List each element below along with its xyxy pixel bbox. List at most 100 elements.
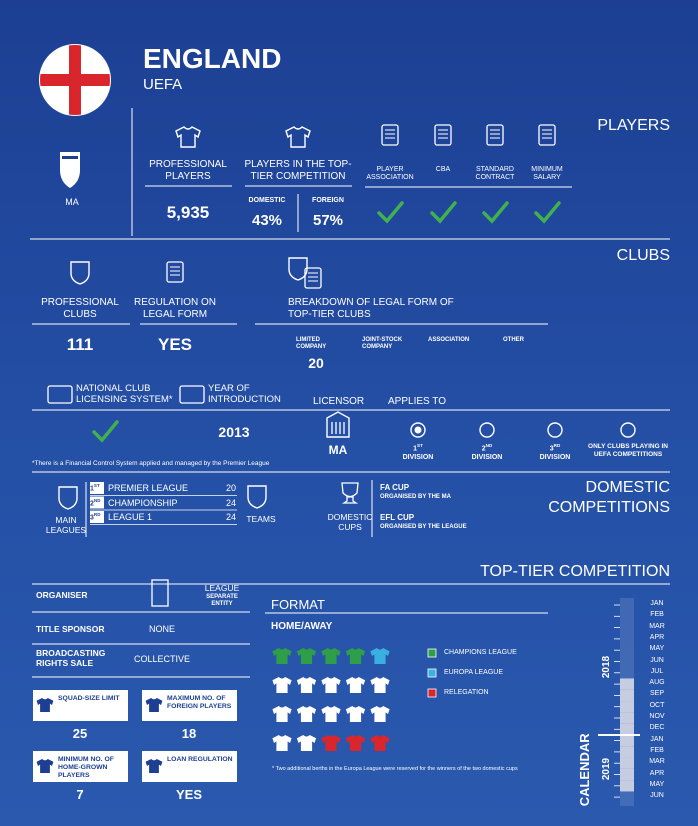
- text: 18: [181, 726, 197, 741]
- team-shirt: [370, 735, 390, 751]
- check-mark: [377, 201, 404, 224]
- team-shirt: [370, 677, 390, 693]
- text: CBA: [435, 166, 451, 173]
- section-title: TOP-TIER COMPETITION: [480, 563, 670, 580]
- text: LEAGUE: [204, 583, 240, 593]
- check-mark: [534, 201, 561, 224]
- organiser-icon: [151, 579, 169, 607]
- shirt-icon: [175, 126, 201, 148]
- text: ASSOCIATION: [428, 337, 470, 343]
- icon: [166, 261, 184, 283]
- team-shirt: [345, 706, 366, 722]
- team-shirt: [370, 648, 390, 664]
- text: MAY: [649, 780, 665, 788]
- text: 25: [72, 726, 88, 741]
- text: TITLE SPONSOR: [36, 624, 105, 634]
- legend-swatch: [427, 668, 437, 678]
- text: PREMIER LEAGUE: [108, 483, 189, 493]
- icon: [247, 485, 267, 509]
- text: NATIONAL CLUB LICENSING SYSTEM*: [76, 383, 173, 406]
- text: DEC: [649, 724, 665, 732]
- text: APPLIES TO: [388, 396, 446, 407]
- flag-cross: [40, 45, 110, 115]
- ordinal-label: 1ST: [90, 483, 106, 494]
- icon-outline: [341, 482, 359, 504]
- text: LIMITED COMPANY: [296, 337, 327, 351]
- icon: [47, 385, 73, 404]
- icon: [486, 124, 504, 146]
- team-shirt: [321, 677, 341, 693]
- text: MINIMUM NO. OF HOME-GROWN PLAYERS: [58, 756, 114, 779]
- legend-swatch: [427, 648, 437, 658]
- team-shirt: [272, 677, 292, 693]
- cup-icon: [341, 482, 359, 504]
- legend-swatch: [427, 688, 437, 698]
- team-shirt: [345, 648, 366, 664]
- ordinal-label: 2ND: [90, 498, 106, 509]
- footnote: *There is a Financial Control System app…: [32, 460, 270, 467]
- text: MINIMUM SALARY: [531, 166, 563, 182]
- icon-outline: [486, 124, 504, 146]
- text: ORGANISED BY THE LEAGUE: [380, 524, 467, 530]
- label: DIVISION: [402, 453, 434, 461]
- text: JUL: [650, 667, 664, 675]
- section-title: CLUBS: [616, 247, 670, 264]
- icon-outline: [381, 124, 399, 146]
- text: FORMAT: [271, 597, 325, 612]
- text: FA CUP: [380, 483, 410, 492]
- text: LICENSOR: [313, 396, 365, 407]
- ordinal: 2: [481, 445, 486, 453]
- text: FOREIGN: [312, 197, 344, 204]
- team-shirt: [321, 735, 341, 751]
- text: CHAMPIONS LEAGUE: [444, 649, 517, 656]
- text: 20: [308, 355, 324, 371]
- text: 2013: [218, 424, 250, 440]
- text: ORGANISER: [36, 590, 88, 600]
- icon: [179, 385, 205, 404]
- text: 57%: [312, 212, 344, 229]
- text: BREAKDOWN OF LEGAL FORM OF TOP-TIER CLUB…: [288, 297, 454, 320]
- label: DIVISION: [539, 453, 571, 461]
- radio: [479, 422, 495, 438]
- icon: [288, 257, 308, 281]
- text: SQUAD-SIZE LIMIT: [58, 695, 120, 702]
- text: 5,935: [166, 203, 210, 222]
- team-shirt: [345, 677, 366, 693]
- text: JAN: [650, 600, 664, 607]
- text: MAR: [649, 758, 665, 766]
- suffix: RD: [93, 512, 101, 517]
- year-label: 2019: [601, 757, 612, 780]
- text: YES: [157, 335, 193, 354]
- suffix: ND: [485, 443, 493, 448]
- text: PROFESSIONAL PLAYERS: [149, 159, 227, 182]
- text: MAR: [649, 622, 665, 630]
- check-mark: [92, 420, 119, 443]
- text: YES: [175, 787, 202, 802]
- icon-outline: [326, 411, 350, 438]
- confederation: UEFA: [143, 76, 183, 93]
- team-shirt: [272, 706, 292, 722]
- icon: [381, 124, 399, 146]
- suffix: ND: [93, 497, 101, 503]
- ordinal: 1: [413, 445, 418, 453]
- check-mark: [482, 201, 509, 224]
- text: EUROPA LEAGUE: [444, 669, 504, 676]
- text: COLLECTIVE: [133, 654, 191, 664]
- text: NONE: [148, 624, 175, 634]
- text: PLAYERS IN THE TOP-TIER COMPETITION: [244, 159, 352, 182]
- box-icon: [145, 698, 163, 712]
- text: HOME/AWAY: [271, 621, 333, 632]
- text: OCT: [649, 701, 665, 709]
- team-shirt: [296, 706, 317, 722]
- text: MAXIMUM NO. OF FOREIGN PLAYERS: [167, 695, 232, 710]
- text: 24: [225, 497, 236, 508]
- team-shirt: [296, 677, 317, 693]
- season-band: [620, 701, 634, 713]
- text: 20: [225, 483, 236, 493]
- ordinal-label: 3RD: [90, 512, 106, 523]
- team-shirt: [345, 735, 366, 751]
- icon: [538, 124, 556, 146]
- text: JAN: [650, 735, 664, 743]
- team-shirt: [321, 648, 341, 664]
